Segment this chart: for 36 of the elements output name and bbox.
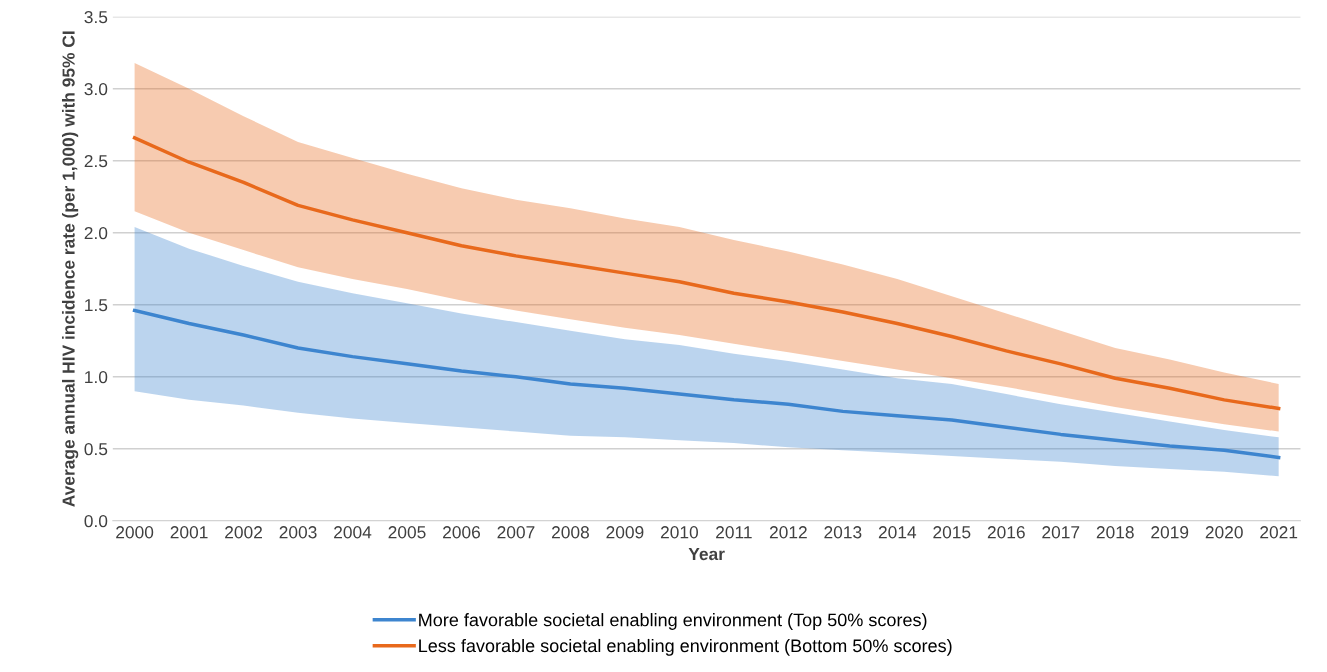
y-tick-label: 3.5: [84, 10, 108, 24]
x-tick-label: 2017: [1042, 526, 1080, 539]
x-tick-label: 2015: [933, 526, 971, 539]
x-tick-label: 2010: [660, 526, 699, 539]
y-tick-label: 0.5: [84, 442, 108, 456]
y-tick-label: 1.0: [85, 370, 108, 384]
x-tick-label: 2014: [878, 526, 917, 539]
x-tick-label: 2005: [388, 526, 426, 539]
x-tick-label: 2001: [170, 526, 208, 539]
x-tick-label: 2004: [334, 526, 372, 539]
x-tick-label: 2021: [1260, 526, 1298, 539]
y-tick-label: 3.0: [84, 82, 108, 96]
line-series: [132, 136, 1281, 411]
x-tick-label: 2006: [443, 526, 481, 539]
x-tick-label: 2008: [551, 526, 589, 539]
x-tick-label: 2016: [987, 526, 1025, 539]
x-tick-label: 2002: [225, 526, 262, 539]
x-tick-label: 2003: [279, 526, 317, 539]
legend-label: Less favorable societal enabling environment (Bottom 50% scores): [419, 638, 952, 656]
legend-label: More favorable societal enabling environment (Top 50% scores): [419, 613, 927, 630]
x-tick-label: 2000: [116, 526, 154, 539]
x-tick-label: 2007: [497, 526, 535, 539]
x-tick-label: 2011: [716, 526, 752, 539]
x-tick-label: 2013: [824, 526, 862, 539]
line-series: [132, 308, 1281, 460]
y-axis-title: Average annual HIV incidence rate (per 1,000) with 95% CI: [61, 31, 79, 507]
x-tick-label: 2009: [606, 526, 644, 539]
x-tick-label: 2020: [1205, 526, 1243, 539]
y-tick-label: 1.5: [85, 299, 108, 312]
x-tick-label: 2018: [1096, 526, 1134, 539]
x-axis-title: Year: [688, 548, 725, 561]
y-tick-label: 0.0: [84, 514, 108, 528]
x-tick-label: 2019: [1151, 526, 1189, 539]
y-tick-label: 2.0: [84, 226, 108, 240]
x-tick-label: 2012: [769, 526, 807, 539]
y-tick-label: 2.5: [84, 154, 108, 168]
